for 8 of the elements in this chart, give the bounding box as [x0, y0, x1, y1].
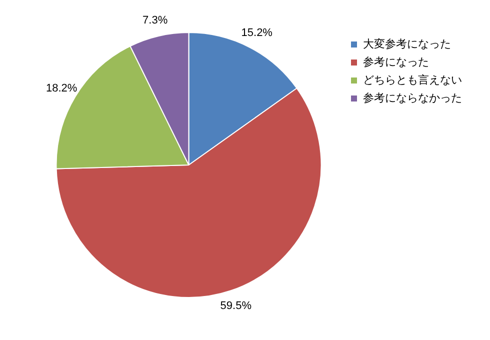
data-label: 7.3%	[142, 14, 168, 26]
data-label: 18.2%	[46, 82, 78, 94]
data-label: 59.5%	[220, 300, 252, 312]
legend-label: 参考にならなかった	[363, 92, 462, 105]
legend-label: どちらとも言えない	[363, 74, 462, 87]
legend-label: 大変参考になった	[363, 38, 451, 51]
legend-label: 参考になった	[363, 56, 429, 69]
data-label: 15.2%	[241, 27, 273, 40]
